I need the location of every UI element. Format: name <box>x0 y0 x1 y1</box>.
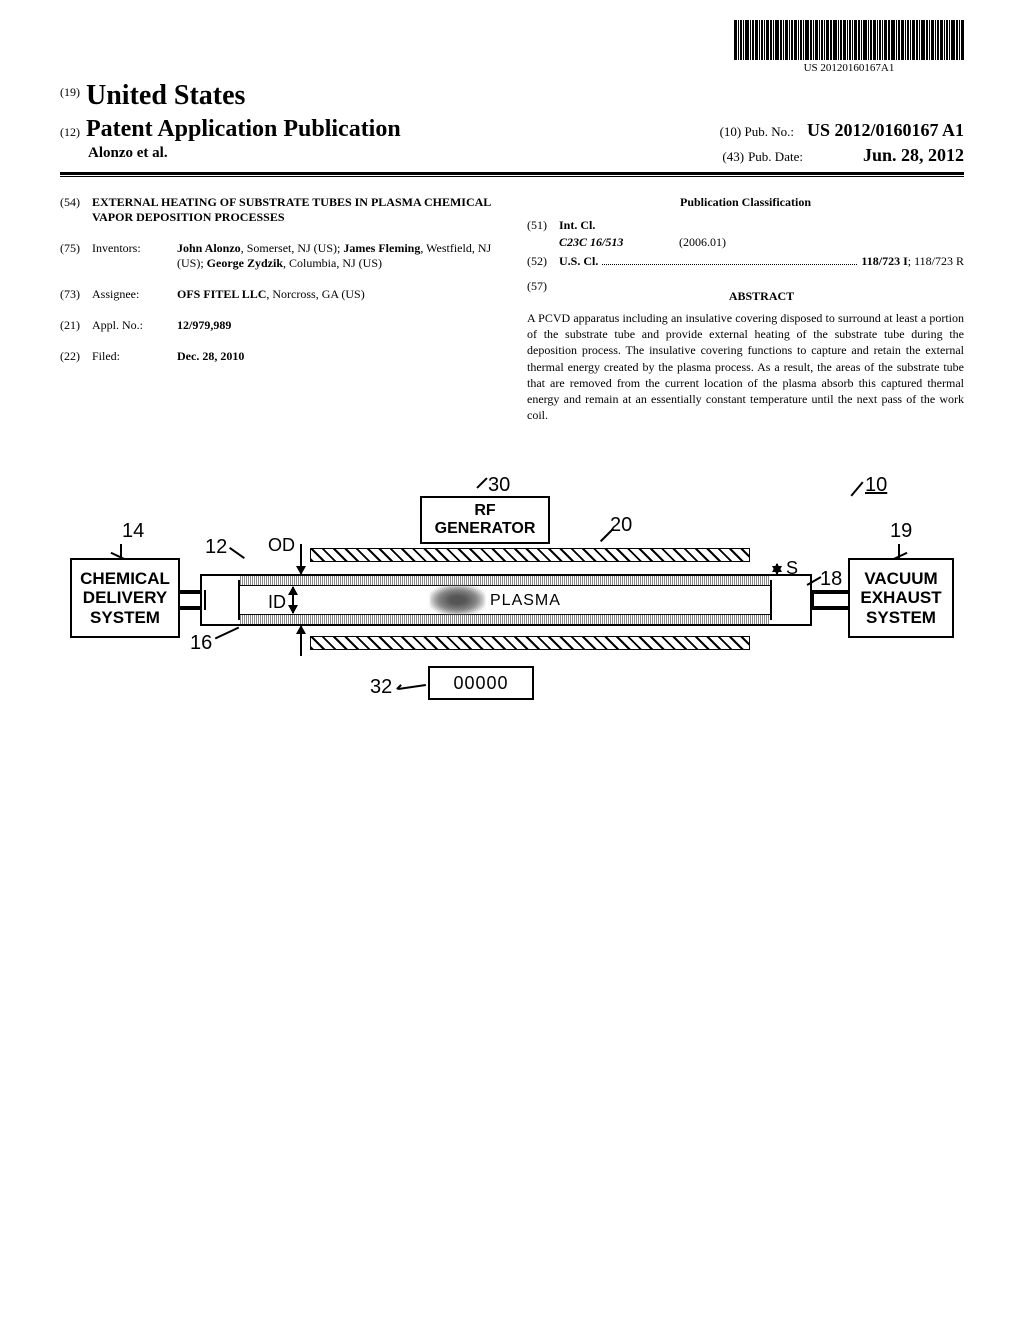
label-19: 19 <box>890 520 912 543</box>
inventors-label: Inventors: <box>92 241 177 271</box>
top-hatch <box>310 548 750 562</box>
applno-value: 12/979,989 <box>177 318 497 333</box>
barcode-number: US 20120160167A1 <box>734 62 964 74</box>
pub-type: Patent Application Publication <box>86 116 401 143</box>
divider-thick <box>60 172 964 175</box>
uscl-label: U.S. Cl. <box>559 254 598 269</box>
intcl-code: (51) <box>527 218 559 233</box>
conn-left-v <box>204 590 206 610</box>
intcl-class: C23C 16/513 <box>559 235 679 250</box>
od-arrow-bot <box>300 626 302 656</box>
lead-16 <box>215 627 239 640</box>
pub-class-title: Publication Classification <box>527 195 964 210</box>
label-12: 12 <box>205 536 227 559</box>
plasma-blob <box>430 585 485 615</box>
pub-type-code: (12) <box>60 125 80 140</box>
label-s: S <box>786 558 798 579</box>
label-18: 18 <box>820 568 842 591</box>
bottom-hatch <box>310 636 750 650</box>
rf-generator-label: RF GENERATOR <box>422 502 548 539</box>
coil-glyphs: 00000 <box>453 673 508 694</box>
tube-bot-inner <box>240 614 770 615</box>
title-code: (54) <box>60 195 92 225</box>
lead-30 <box>476 477 487 488</box>
conn-right-top <box>812 590 848 594</box>
chemical-delivery-box: CHEMICAL DELIVERY SYSTEM <box>70 558 180 638</box>
filed-code: (22) <box>60 349 92 364</box>
pub-no: US 2012/0160167 A1 <box>807 120 964 140</box>
label-16: 16 <box>190 632 212 655</box>
barcode-graphic <box>734 20 964 60</box>
label-20: 20 <box>610 514 632 537</box>
assignee-code: (73) <box>60 287 92 302</box>
pub-no-label: Pub. No.: <box>744 124 793 139</box>
coil-box: 00000 <box>428 666 534 700</box>
tube-bot-gray <box>240 615 770 624</box>
s-arrow <box>776 564 778 574</box>
pub-date-label: Pub. Date: <box>748 149 803 164</box>
label-10: 10 <box>865 474 887 497</box>
abstract-code: (57) <box>527 279 559 310</box>
plasma-label: PLASMA <box>490 592 561 610</box>
chemical-delivery-label: CHEMICAL DELIVERY SYSTEM <box>72 569 178 628</box>
left-column: (54) EXTERNAL HEATING OF SUBSTRATE TUBES… <box>60 195 497 423</box>
intcl-label: Int. Cl. <box>559 218 595 233</box>
abstract-text: A PCVD apparatus including an insulative… <box>527 310 964 423</box>
tube-bot-outer <box>202 624 812 626</box>
od-arrow <box>300 544 302 574</box>
right-cap2 <box>770 580 772 620</box>
pub-date: Jun. 28, 2012 <box>863 145 964 165</box>
label-id: ID <box>268 592 286 613</box>
id-arrow <box>292 587 294 613</box>
filed-value: Dec. 28, 2010 <box>177 349 497 364</box>
intcl-date: (2006.01) <box>679 235 726 250</box>
barcode-block: US 20120160167A1 <box>734 20 964 74</box>
uscl-code: (52) <box>527 254 559 269</box>
dots-leader <box>602 255 857 265</box>
assignee-label: Assignee: <box>92 287 177 302</box>
invention-title: EXTERNAL HEATING OF SUBSTRATE TUBES IN P… <box>92 195 497 225</box>
label-14: 14 <box>122 520 144 543</box>
tube-top-gray <box>240 576 770 585</box>
tube-top-inner <box>240 585 770 586</box>
uscl-value: 118/723 I; 118/723 R <box>861 254 964 269</box>
abstract-label: ABSTRACT <box>559 289 964 304</box>
label-od: OD <box>268 535 295 556</box>
left-cap2 <box>238 580 240 620</box>
patent-figure: 30 10 RF GENERATOR 14 19 CHEMICAL DELIVE… <box>50 480 974 760</box>
inventors-code: (75) <box>60 241 92 271</box>
lead-32 <box>398 684 426 690</box>
conn-left-bot <box>180 606 202 610</box>
label-30: 30 <box>488 474 510 497</box>
header-authors: Alonzo et al. <box>88 145 168 166</box>
pub-date-code: (43) <box>722 149 744 164</box>
divider-thin <box>60 176 964 177</box>
applno-label: Appl. No.: <box>92 318 177 333</box>
pub-no-code: (10) <box>720 124 742 139</box>
rf-generator-box: RF GENERATOR <box>420 496 550 544</box>
conn-left-top <box>180 590 202 594</box>
conn-right-bot <box>812 606 848 610</box>
vacuum-exhaust-label: VACUUM EXHAUST SYSTEM <box>850 569 952 628</box>
applno-code: (21) <box>60 318 92 333</box>
lead-10 <box>850 481 863 496</box>
conn-right-v <box>812 590 814 610</box>
label-32: 32 <box>370 676 392 699</box>
vacuum-exhaust-box: VACUUM EXHAUST SYSTEM <box>848 558 954 638</box>
lead-12 <box>229 547 245 559</box>
filed-label: Filed: <box>92 349 177 364</box>
left-cap <box>200 574 202 626</box>
country-name: United States <box>86 80 245 112</box>
right-column: Publication Classification (51) Int. Cl.… <box>527 195 964 423</box>
